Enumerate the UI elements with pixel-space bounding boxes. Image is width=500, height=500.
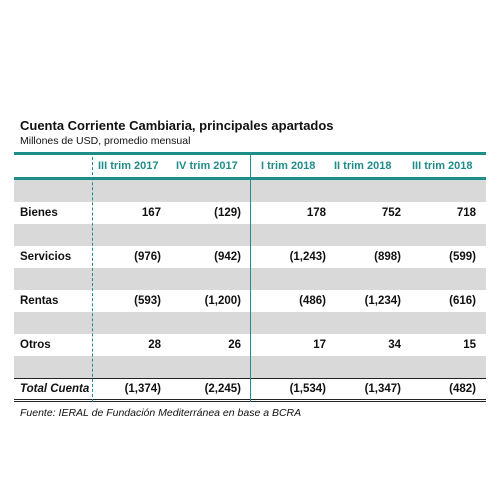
table-cell: (898)	[374, 251, 401, 263]
table-row: Rentas (593) (1,200) (486) (1,234) (616)	[14, 290, 486, 312]
table-cell: (1,243)	[289, 251, 326, 263]
table-cell: (486)	[299, 295, 326, 307]
table-cell: 15	[463, 339, 476, 351]
column-header: II trim 2018	[334, 160, 392, 172]
table-subtitle: Millones de USD, promedio mensual	[20, 135, 191, 147]
row-label: Rentas	[20, 295, 59, 307]
data-table: III trim 2017 IV trim 2017 I trim 2018 I…	[14, 152, 486, 402]
source-note: Fuente: IERAL de Fundación Mediterránea …	[20, 407, 302, 419]
row-label: Bienes	[20, 207, 58, 219]
year-divider	[250, 152, 251, 402]
figure: Cuenta Corriente Cambiaria, principales …	[14, 118, 486, 419]
table-cell: 34	[388, 339, 401, 351]
total-cell: (1,534)	[289, 383, 326, 395]
column-header: III trim 2017	[98, 160, 159, 172]
table-cell: 26	[228, 339, 241, 351]
column-header: I trim 2018	[261, 160, 316, 172]
table-row: Otros 28 26 17 34 15	[14, 334, 486, 356]
table-cell: (129)	[214, 207, 241, 219]
table-cell: (976)	[134, 251, 161, 263]
total-cell: (482)	[449, 383, 476, 395]
table-row: Servicios (976) (942) (1,243) (898) (599…	[14, 246, 486, 268]
row-label: Servicios	[20, 251, 72, 263]
table-cell: (1,200)	[204, 295, 241, 307]
column-header: III trim 2018	[412, 160, 473, 172]
table-cell: 718	[456, 207, 476, 219]
table-cell: 752	[381, 207, 401, 219]
table-row: Bienes 167 (129) 178 752 718	[14, 202, 486, 224]
total-cell: (2,245)	[204, 383, 241, 395]
table-cell: 167	[141, 207, 161, 219]
table-cell: (1,234)	[364, 295, 401, 307]
table-cell: (616)	[449, 295, 476, 307]
table-cell: 178	[306, 207, 326, 219]
total-cell: (1,347)	[364, 383, 401, 395]
table-cell: (593)	[134, 295, 161, 307]
column-header: IV trim 2017	[176, 160, 238, 172]
table-cell: 17	[313, 339, 326, 351]
table-cell: 28	[148, 339, 161, 351]
total-cell: (1,374)	[124, 383, 161, 395]
dashed-divider	[92, 152, 93, 402]
row-label: Otros	[20, 339, 51, 351]
table-cell: (942)	[214, 251, 241, 263]
total-label: Total Cuenta	[20, 383, 90, 395]
table-title: Cuenta Corriente Cambiaria, principales …	[20, 118, 334, 133]
table-cell: (599)	[449, 251, 476, 263]
